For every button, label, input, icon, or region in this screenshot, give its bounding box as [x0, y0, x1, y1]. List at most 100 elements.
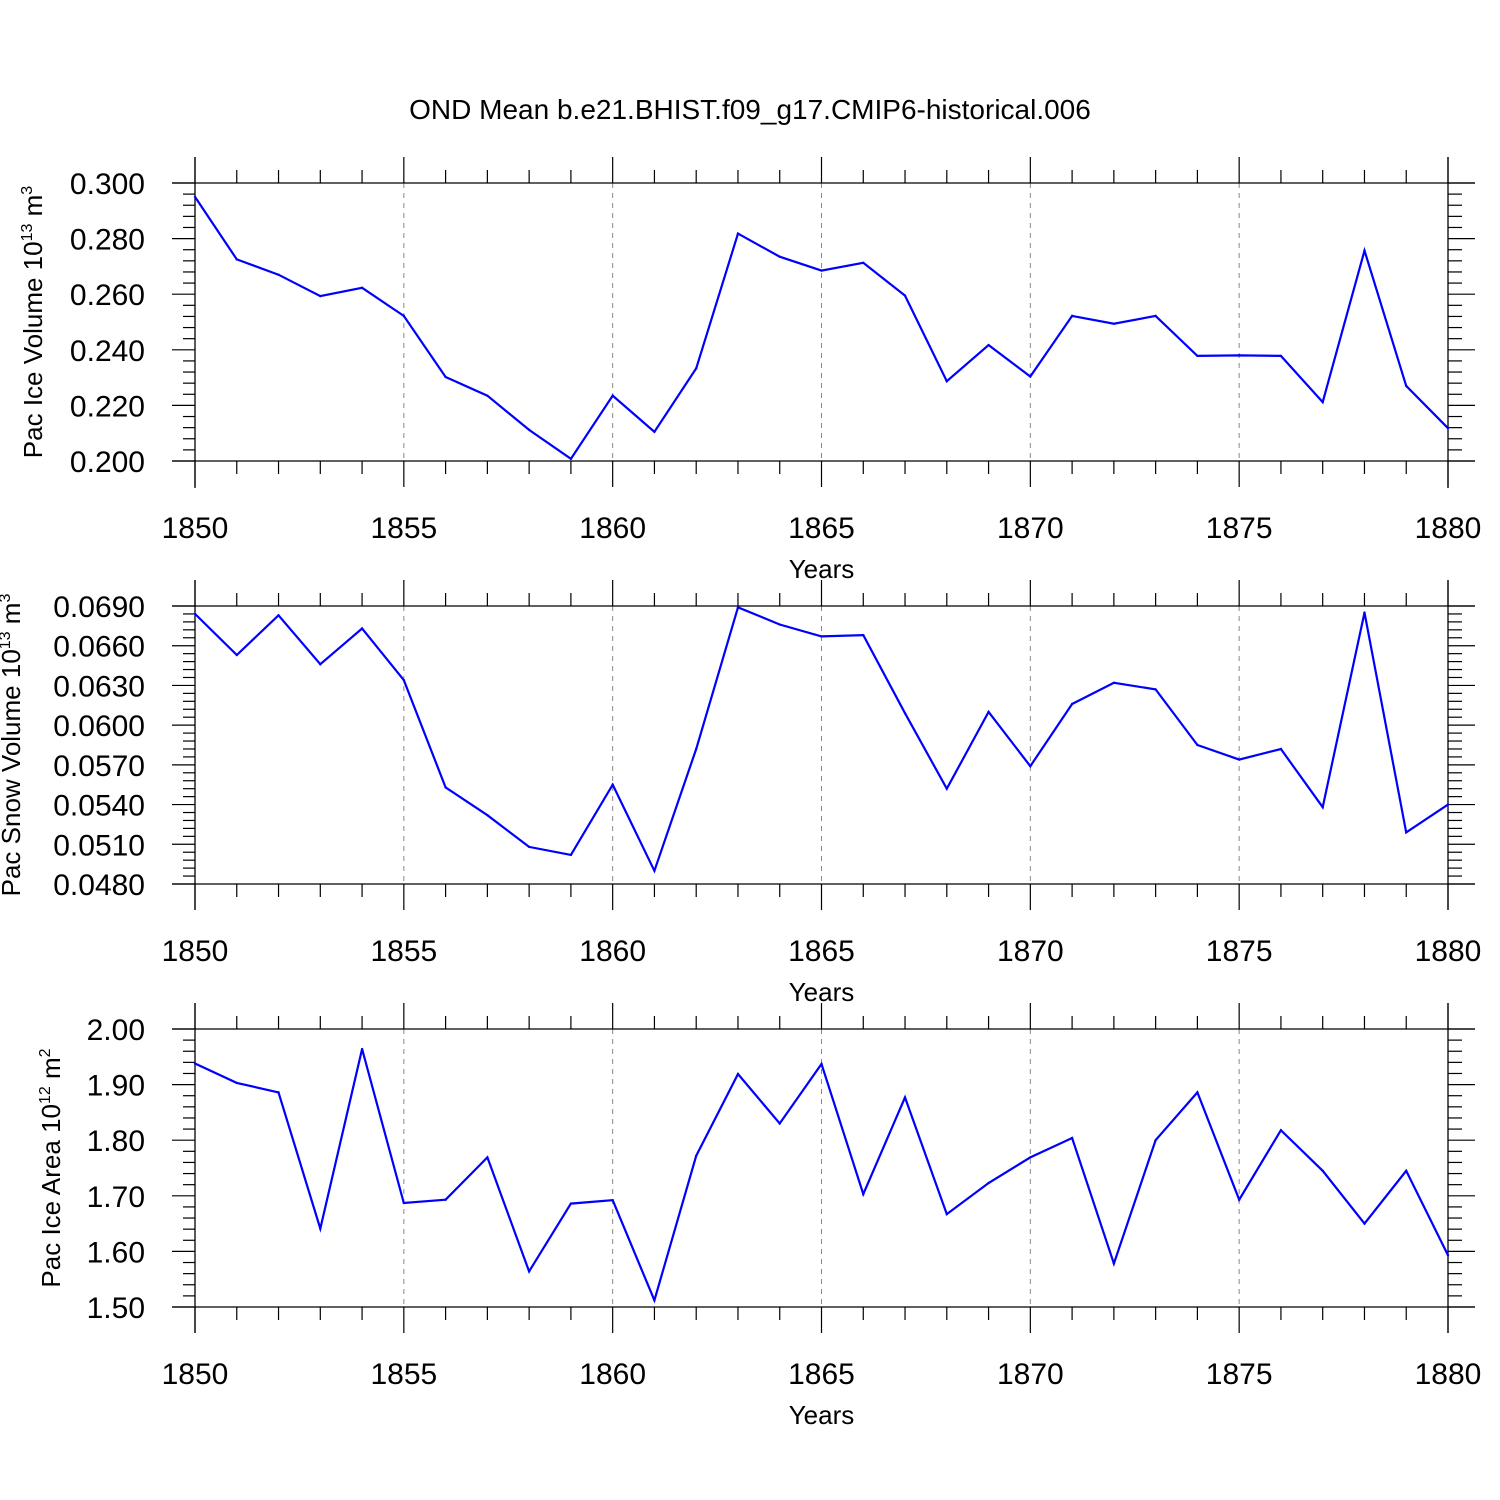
- data-point: [319, 663, 322, 666]
- data-point: [1196, 354, 1199, 358]
- data-point: [402, 314, 406, 318]
- x-tick-label: 1850: [162, 512, 229, 545]
- data-point: [987, 343, 990, 347]
- y-axis-label-ylabel-exp: 13: [19, 223, 36, 241]
- data-point: [569, 457, 573, 460]
- data-point: [1446, 1254, 1450, 1257]
- data-point: [486, 1156, 489, 1159]
- y-tick-label: 1.50: [87, 1292, 145, 1325]
- y-tick-label: 0.0570: [53, 750, 145, 783]
- data-point: [444, 786, 447, 789]
- y-tick-label: 0.260: [70, 279, 145, 312]
- y-tick-label: 0.280: [70, 224, 145, 257]
- data-point: [444, 375, 447, 379]
- x-tick-label: 1860: [579, 935, 646, 968]
- x-tick-label: 1880: [1415, 512, 1482, 545]
- y-tick-label: 1.70: [87, 1181, 145, 1214]
- x-tick-label: 1855: [370, 935, 437, 968]
- data-point: [235, 1081, 238, 1085]
- data-point: [945, 787, 948, 790]
- x-tick-label: 1855: [370, 1358, 437, 1391]
- data-point: [527, 845, 531, 849]
- x-tick-label: 1875: [1206, 512, 1273, 545]
- y-tick-label: 0.0600: [53, 710, 145, 743]
- data-point: [193, 195, 197, 199]
- x-tick-label: 1860: [579, 512, 646, 545]
- data-point: [193, 612, 197, 616]
- data-point: [736, 232, 740, 235]
- data-point: [235, 258, 238, 261]
- data-point: [695, 367, 698, 370]
- y-axis-label-ylabel-unit: m: [0, 603, 26, 632]
- data-point: [1405, 384, 1408, 388]
- data-point: [1154, 1139, 1157, 1142]
- y-tick-label: 1.80: [87, 1125, 145, 1158]
- data-point: [1029, 1156, 1032, 1159]
- data-point: [527, 1270, 531, 1273]
- x-axis-label: Years: [789, 977, 855, 1007]
- data-point: [653, 1299, 656, 1302]
- data-point: [235, 653, 238, 657]
- data-point: [653, 430, 656, 434]
- data-point: [360, 286, 364, 290]
- y-tick-label: 0.200: [70, 446, 145, 479]
- data-point: [820, 1062, 823, 1066]
- x-tick-label: 1850: [162, 935, 229, 968]
- data-point: [1405, 1169, 1408, 1172]
- x-tick-label: 1870: [997, 1358, 1064, 1391]
- data-point: [193, 1062, 197, 1065]
- x-axis-label: Years: [789, 554, 855, 584]
- data-point: [695, 747, 698, 751]
- data-point: [987, 1181, 990, 1185]
- data-point: [1446, 803, 1450, 806]
- data-point: [611, 1199, 614, 1202]
- y-tick-label: 0.0690: [53, 591, 145, 624]
- data-point: [862, 633, 865, 637]
- y-tick-label: 0.240: [70, 335, 145, 368]
- data-point: [569, 853, 573, 857]
- data-point: [1363, 611, 1366, 614]
- data-point: [736, 1072, 740, 1076]
- data-point: [1363, 249, 1366, 252]
- data-point: [736, 606, 740, 609]
- data-point: [444, 1198, 447, 1201]
- data-point: [402, 678, 406, 682]
- y-axis-label-ylabel-unit: m: [36, 1057, 66, 1086]
- data-point: [1154, 688, 1157, 691]
- data-point: [987, 710, 990, 714]
- y-axis-label-ylabel-unit-exp: 3: [19, 186, 36, 195]
- data-point: [1154, 314, 1157, 318]
- y-tick-label: 0.0630: [53, 670, 145, 703]
- x-tick-label: 1865: [788, 512, 855, 545]
- data-point: [360, 627, 364, 630]
- x-tick-label: 1870: [997, 935, 1064, 968]
- data-point: [277, 1091, 280, 1094]
- data-point: [402, 1201, 406, 1205]
- x-tick-label: 1860: [579, 1358, 646, 1391]
- x-tick-label: 1880: [1415, 1358, 1482, 1391]
- y-tick-label: 1.90: [87, 1070, 145, 1103]
- data-point: [569, 1202, 573, 1205]
- data-point: [862, 261, 865, 264]
- y-tick-label: 1.60: [87, 1236, 145, 1269]
- y-axis-label-ylabel: Pac Ice Area 10: [36, 1104, 66, 1288]
- y-tick-label: 0.0540: [53, 790, 145, 823]
- x-tick-label: 1875: [1206, 935, 1273, 968]
- data-point: [319, 294, 322, 298]
- y-tick-label: 0.0480: [53, 869, 145, 902]
- x-tick-label: 1870: [997, 512, 1064, 545]
- x-tick-label: 1880: [1415, 935, 1482, 968]
- data-point: [277, 614, 280, 617]
- data-point: [1070, 1136, 1074, 1140]
- data-point: [360, 1047, 364, 1051]
- y-tick-label: 0.300: [70, 168, 145, 201]
- y-axis-label-ylabel-unit: m: [18, 195, 48, 224]
- data-point: [1112, 681, 1116, 684]
- y-tick-label: 0.0510: [53, 829, 145, 862]
- data-point: [1446, 426, 1450, 430]
- x-tick-label: 1875: [1206, 1358, 1273, 1391]
- data-point: [1070, 314, 1074, 318]
- x-tick-label: 1850: [162, 1358, 229, 1391]
- data-point: [1029, 375, 1032, 378]
